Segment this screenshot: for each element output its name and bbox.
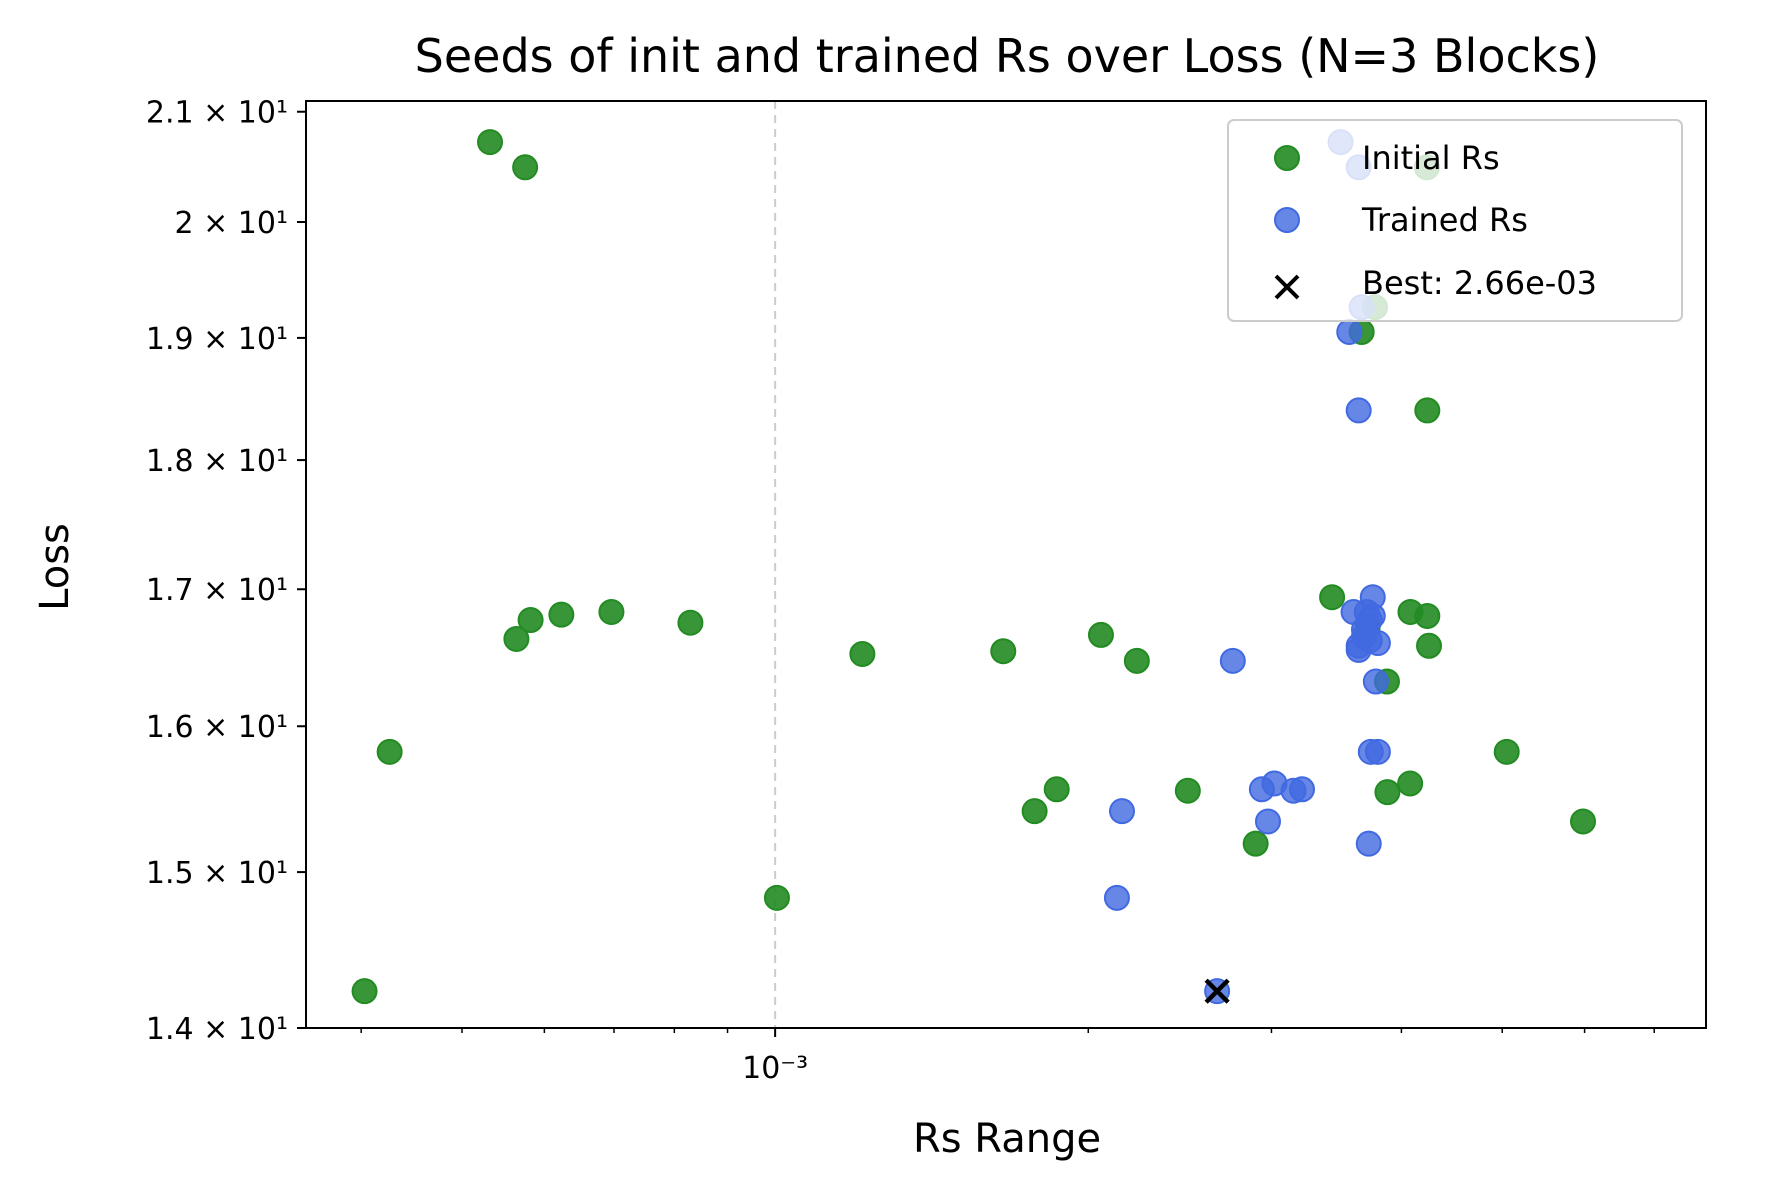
- initial-rs-point-27: [1414, 397, 1441, 424]
- y-axis: 1.4 × 10¹ 1.5 × 10¹ 1.6 × 10¹ 1.7 × 10¹ 1.8 …: [146, 96, 306, 1047]
- legend-label-best: Best: 2.66e-03: [1362, 264, 1597, 302]
- initial-rs-point-8: [677, 609, 704, 636]
- trained-rs-point-4: [1254, 808, 1281, 835]
- trained-rs-point-27: [1364, 630, 1391, 657]
- x-tick-label: 10⁻³: [742, 1051, 808, 1086]
- y-tick-label-2: 1.6 × 10¹: [146, 710, 288, 745]
- initial-rs-point-31: [1570, 808, 1597, 835]
- x-axis-label: Rs Range: [913, 1116, 1101, 1162]
- legend-label-trained: Trained Rs: [1361, 201, 1528, 239]
- initial-rs-point-29: [1416, 632, 1443, 659]
- initial-rs-point-14: [1087, 621, 1114, 648]
- trained-rs-point-26: [1364, 738, 1391, 765]
- trained-rs-point-19: [1355, 830, 1382, 857]
- trained-rs-point-13: [1345, 397, 1372, 424]
- legend-marker-initial: [1274, 145, 1300, 171]
- initial-rs-point-0: [351, 978, 378, 1005]
- trained-rs-point-9: [1336, 318, 1363, 345]
- initial-rs-point-24: [1397, 770, 1424, 797]
- initial-rs-point-23: [1374, 779, 1401, 806]
- initial-rs-point-17: [1242, 830, 1269, 857]
- initial-rs-point-7: [598, 598, 625, 625]
- initial-rs-point-15: [1123, 647, 1150, 674]
- trained-rs-point-25: [1362, 668, 1389, 695]
- y-tick-label-0: 1.4 × 10¹: [146, 1012, 288, 1047]
- initial-rs-point-3: [512, 154, 539, 181]
- initial-rs-point-6: [548, 601, 575, 628]
- initial-rs-point-28: [1414, 602, 1441, 629]
- trained-rs-point-7: [1289, 776, 1316, 803]
- y-tick-label-3: 1.7 × 10¹: [146, 573, 288, 608]
- y-tick-label-5: 1.9 × 10¹: [146, 322, 288, 357]
- plot-frame: [305, 100, 1707, 1029]
- plot-area: [305, 100, 1707, 1029]
- legend: Initial Rs Trained Rs Best: 2.66e-03: [1227, 119, 1683, 322]
- best-marker: [1204, 978, 1230, 1004]
- legend-box: [1227, 119, 1683, 322]
- initial-rs-point-4: [503, 625, 530, 652]
- trained-rs-point-0: [1103, 884, 1130, 911]
- y-tick-label-7: 2.1 × 10¹: [146, 96, 288, 131]
- initial-rs-point-2: [477, 129, 504, 156]
- y-tick-label-6: 2 × 10¹: [175, 206, 289, 241]
- initial-rs-point-9: [763, 884, 790, 911]
- initial-rs-point-18: [1319, 584, 1346, 611]
- y-axis-label: Loss: [32, 523, 78, 611]
- trained-rs-point-2: [1219, 647, 1246, 674]
- initial-rs-point-1: [376, 738, 403, 765]
- legend-marker-trained: [1274, 207, 1300, 233]
- initial-rs-point-13: [1043, 776, 1070, 803]
- legend-marker-best: [1274, 274, 1300, 300]
- initial-rs-point-12: [1021, 798, 1048, 825]
- initial-rs-point-10: [849, 640, 876, 667]
- initial-rs-point-16: [1174, 777, 1201, 804]
- initial-rs-point-11: [990, 638, 1017, 665]
- trained-rs-point-24: [1359, 602, 1386, 629]
- chart-title: Seeds of init and trained Rs over Loss (…: [415, 29, 1600, 83]
- legend-label-initial: Initial Rs: [1362, 139, 1500, 177]
- initial-rs-point-5: [517, 607, 544, 634]
- y-tick-label-1: 1.5 × 10¹: [146, 856, 288, 891]
- initial-rs-point-30: [1493, 738, 1520, 765]
- x-axis: 10⁻³: [360, 1028, 1655, 1086]
- y-tick-label-4: 1.8 × 10¹: [146, 444, 288, 479]
- trained-rs-point-1: [1108, 798, 1135, 825]
